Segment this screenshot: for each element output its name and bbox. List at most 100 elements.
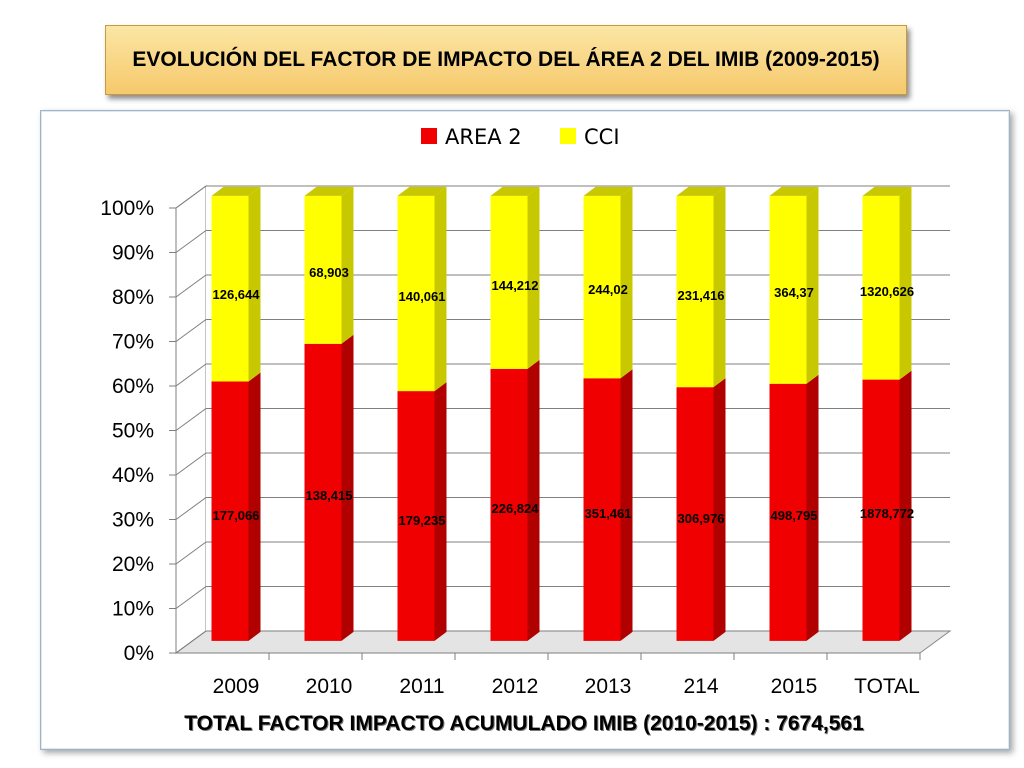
data-label-cci: 1320,626 [860, 284, 914, 299]
bar-front [490, 368, 528, 641]
bar-cci [304, 186, 354, 344]
bar-top [304, 186, 354, 196]
chart-title: EVOLUCIÓN DEL FACTOR DE IMPACTO DEL ÁREA… [132, 48, 880, 71]
bar-area2 [397, 382, 447, 641]
bar-side [806, 374, 819, 641]
legend-label-area2: AREA 2 [445, 125, 522, 149]
bar-side [713, 186, 726, 388]
bar-front [583, 195, 621, 379]
y-tick-label: 20% [112, 553, 154, 576]
data-label-area2: 177,066 [213, 508, 260, 523]
data-label-area2: 138,415 [306, 488, 353, 503]
floor [174, 630, 952, 654]
bar-side [713, 378, 726, 641]
bar-area2 [304, 334, 354, 641]
bar-area2 [862, 370, 912, 641]
x-tick-label: 2015 [771, 675, 818, 698]
y-axis: 0% 10% 20% 30% 40% 50% 60% 70% 80% 90% 100% [100, 197, 177, 665]
bar-front [304, 195, 342, 344]
data-label-cci: 244,02 [588, 282, 628, 297]
bar-area2 [769, 374, 819, 641]
legend: AREA 2 CCI [421, 125, 620, 149]
bar-top [583, 186, 633, 196]
data-label-area2: 226,824 [492, 501, 540, 516]
data-labels: 177,066 126,644 138,415 68,903 179,235 140,06… [213, 265, 915, 528]
bar-front [211, 381, 249, 641]
title-box: EVOLUCIÓN DEL FACTOR DE IMPACTO DEL ÁREA… [105, 25, 907, 95]
y-tick-label: 0% [124, 642, 154, 665]
data-label-cci: 364,37 [774, 285, 814, 300]
bar-cci [862, 186, 912, 380]
y-tick-label: 50% [112, 420, 154, 443]
bar-front [769, 383, 807, 641]
bar-top [769, 186, 819, 196]
gridline [175, 185, 950, 209]
legend-label-cci: CCI [584, 125, 620, 149]
bar-side [248, 186, 261, 382]
y-tick-label: 70% [112, 331, 154, 354]
bar-area2 [676, 378, 726, 641]
legend-swatch-area2 [421, 128, 437, 144]
y-tick-label: 30% [112, 509, 154, 532]
y-tick-label: 10% [112, 598, 154, 621]
bar-side [620, 186, 633, 379]
bar-area2 [490, 359, 540, 641]
bar-side [899, 186, 912, 380]
bar-front [769, 195, 807, 384]
data-label-area2: 1878,772 [860, 506, 914, 521]
x-tick-label: 2011 [399, 675, 444, 698]
bar-top [490, 186, 540, 196]
bar-front [304, 343, 342, 641]
data-label-cci: 126,644 [213, 287, 261, 302]
x-tick-label: 2009 [213, 675, 260, 698]
data-label-cci: 231,416 [678, 288, 725, 303]
data-label-cci: 140,061 [399, 289, 446, 304]
data-label-area2: 306,976 [678, 511, 725, 526]
y-tick-label: 80% [112, 286, 154, 309]
bar-top [862, 186, 912, 196]
bar-side [434, 382, 447, 641]
bar-area2 [211, 372, 261, 641]
bar-front [862, 195, 900, 380]
x-axis: 2009 2010 2011 2012 2013 214 2015 TOTAL [176, 652, 921, 698]
bar-side [620, 369, 633, 641]
bar-front [583, 378, 621, 641]
bar-cci [583, 186, 633, 379]
bar-cci [397, 186, 447, 392]
bar-front [862, 379, 900, 641]
bar-front [397, 195, 435, 392]
bar-side [434, 186, 447, 392]
bar-side [248, 372, 261, 641]
bar-cci [769, 186, 819, 384]
bar-side [527, 359, 540, 641]
bar-cci [490, 186, 540, 369]
bars [211, 186, 912, 641]
bar-side [341, 334, 354, 641]
y-tick-label: 90% [112, 242, 154, 265]
footer-total: TOTAL FACTOR IMPACTO ACUMULADO IMIB (201… [184, 712, 864, 735]
bar-front [211, 195, 249, 382]
x-tick-label: 2010 [306, 675, 353, 698]
x-tick-label: TOTAL [854, 675, 920, 698]
bar-top [676, 186, 726, 196]
y-tick-label: 40% [112, 464, 154, 487]
data-label-cci: 68,903 [309, 265, 349, 280]
bar-front [490, 195, 528, 369]
data-label-area2: 351,461 [585, 506, 632, 521]
bar-side [527, 186, 540, 369]
bar-front [676, 195, 714, 388]
bar-front [676, 387, 714, 641]
plot-walls [174, 185, 952, 654]
bar-area2 [583, 369, 633, 641]
data-label-area2: 179,235 [399, 513, 446, 528]
bar-top [397, 186, 447, 196]
data-label-area2: 498,795 [771, 508, 818, 523]
bar-side [806, 186, 819, 384]
bar-cci [676, 186, 726, 388]
legend-swatch-cci [560, 128, 576, 144]
data-label-cci: 144,212 [492, 278, 539, 293]
bar-side [341, 186, 354, 344]
x-tick-label: 214 [683, 675, 718, 698]
x-tick-label: 2012 [492, 675, 539, 698]
